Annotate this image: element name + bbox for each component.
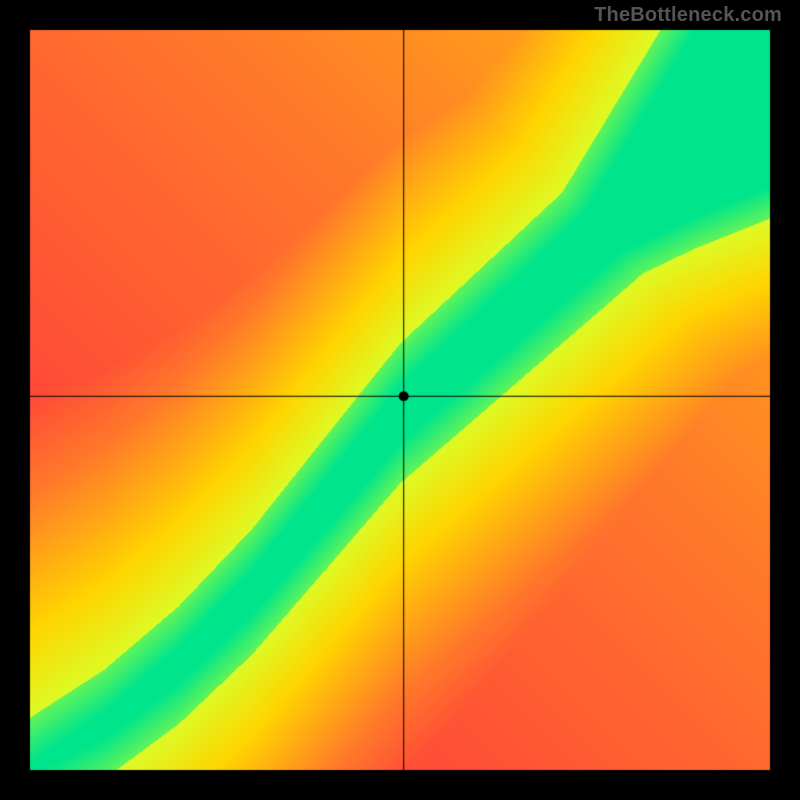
watermark-text: TheBottleneck.com (594, 4, 782, 27)
bottleneck-heatmap (0, 0, 800, 800)
